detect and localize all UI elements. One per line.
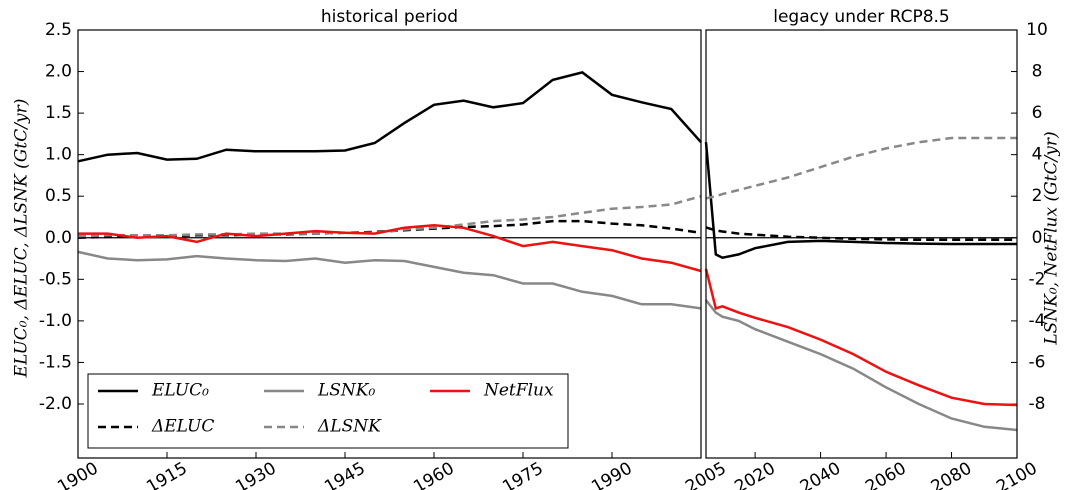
- x-tick-label: 2020: [731, 459, 778, 490]
- x-tick-label: 2005: [682, 459, 729, 490]
- x-tick-label: 1930: [232, 459, 279, 490]
- series-line: [77, 250, 702, 310]
- y2-tick-label: 6: [1032, 103, 1043, 123]
- y-tick-label: 2.0: [45, 62, 72, 82]
- series-line: [78, 224, 702, 273]
- series-line: [77, 194, 702, 238]
- y2-tick-label: -4: [1029, 311, 1046, 331]
- x-tick-label: 1915: [143, 459, 190, 490]
- x-tick-label: 1900: [54, 459, 101, 490]
- series-line: [705, 136, 1017, 200]
- y2-tick-label: -6: [1029, 352, 1046, 372]
- series-line: [704, 142, 1017, 260]
- legend-label: ELUC₀: [151, 381, 209, 401]
- y2-tick-label: 4: [1032, 145, 1043, 165]
- panel-title: historical period: [321, 7, 458, 27]
- series-line: [704, 268, 1018, 407]
- y-tick-label: 2.5: [45, 20, 72, 40]
- y2-tick-label: 10: [1026, 20, 1048, 40]
- series-line: [705, 226, 1017, 242]
- y2-tick-label: 0: [1032, 228, 1043, 248]
- y-tick-label: 0.0: [45, 228, 72, 248]
- y2-axis-label: LSNK₀, NetFlux (GtC/yr): [1042, 131, 1062, 345]
- plot-frame: [705, 29, 1018, 459]
- legend-label: LSNK₀: [317, 381, 376, 401]
- panel-title: legacy under RCP8.5: [773, 7, 950, 27]
- y2-tick-label: 8: [1032, 62, 1043, 82]
- y-tick-label: -1.0: [39, 311, 72, 331]
- y2-tick-label: -2: [1029, 269, 1046, 289]
- legend-label: ΔLSNK: [317, 417, 382, 437]
- x-tick-label: 2100: [993, 459, 1040, 490]
- y-tick-label: 0.5: [45, 186, 72, 206]
- x-tick-label: 2060: [862, 459, 909, 490]
- y2-tick-label: 2: [1032, 186, 1043, 206]
- y2-tick-label: -8: [1029, 394, 1046, 414]
- x-tick-label: 1975: [499, 459, 546, 490]
- plot-frame: [77, 29, 702, 459]
- y-tick-label: -2.0: [39, 394, 72, 414]
- y-tick-label: 1.5: [45, 103, 72, 123]
- y-tick-label: -1.5: [39, 352, 72, 372]
- legend-box: [87, 373, 569, 449]
- x-tick-label: 2080: [928, 459, 975, 490]
- y-tick-label: 1.0: [45, 145, 72, 165]
- x-tick-label: 1990: [588, 459, 635, 490]
- y-tick-label: -0.5: [39, 269, 72, 289]
- x-tick-label: 1960: [410, 459, 457, 490]
- x-tick-label: 1945: [321, 459, 368, 490]
- series-line: [77, 71, 702, 163]
- y-axis-label: ELUC₀, ΔELUC, ΔLSNK (GtC/yr): [12, 99, 32, 379]
- series-line: [705, 299, 1018, 432]
- legend-label: ΔELUC: [151, 417, 214, 437]
- legend-label: NetFlux: [483, 381, 554, 401]
- x-tick-label: 2040: [797, 459, 844, 490]
